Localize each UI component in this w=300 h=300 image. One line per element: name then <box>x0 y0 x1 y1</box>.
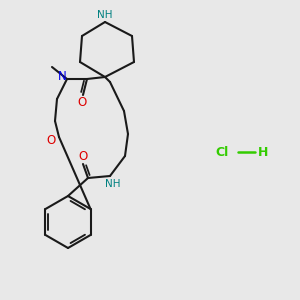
Text: O: O <box>46 134 56 148</box>
Text: O: O <box>78 149 88 163</box>
Text: O: O <box>77 97 87 110</box>
Text: H: H <box>258 146 268 158</box>
Text: NH: NH <box>105 179 121 189</box>
Text: NH: NH <box>97 10 113 20</box>
Text: N: N <box>58 70 66 83</box>
Text: Cl: Cl <box>215 146 229 158</box>
